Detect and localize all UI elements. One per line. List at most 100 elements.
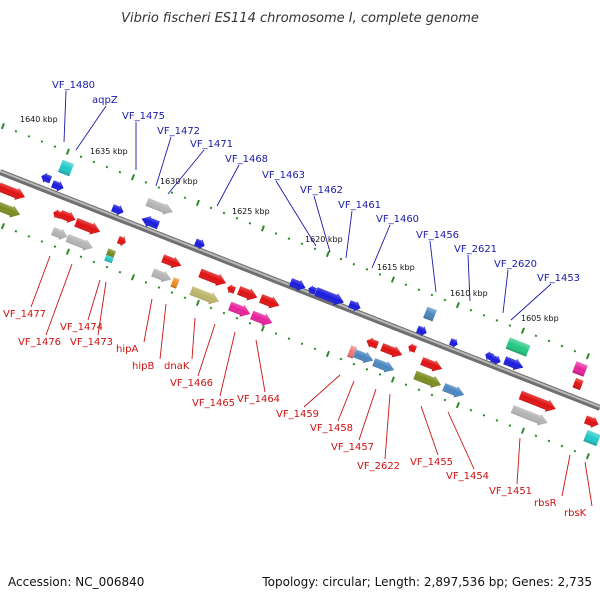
tick-mark xyxy=(469,408,473,412)
gene-arrow xyxy=(104,254,114,264)
gene-arrow xyxy=(583,429,600,447)
tick-mark xyxy=(390,376,395,383)
gene-label: VF_1462 xyxy=(300,185,343,196)
tick-mark xyxy=(404,283,408,286)
gene-label: VF_1464 xyxy=(237,394,280,405)
tick-mark xyxy=(482,414,486,417)
tick-mark xyxy=(430,393,434,397)
gene-arrow xyxy=(413,370,442,388)
leader-line xyxy=(45,263,73,336)
kbp-label: 1605 kbp xyxy=(521,314,559,323)
leader-line xyxy=(155,136,172,187)
gene-label: VF_1460 xyxy=(376,214,419,225)
leader-line xyxy=(30,255,51,308)
gene-label: VF_2622 xyxy=(357,461,400,472)
gene-label: aqpZ xyxy=(92,95,118,106)
gene-arrow xyxy=(0,182,26,200)
tick-mark xyxy=(209,206,213,210)
leader-line xyxy=(275,180,317,247)
gene-label: VF_1458 xyxy=(310,423,353,434)
kbp-label: 1625 kbp xyxy=(232,207,270,216)
tick-mark xyxy=(404,383,408,386)
gene-arrow xyxy=(259,294,280,309)
tick-mark xyxy=(92,160,96,164)
tick-mark xyxy=(443,298,447,302)
tick-mark xyxy=(352,362,356,366)
tick-mark xyxy=(14,129,18,133)
gene-arrow xyxy=(65,233,94,251)
leader-line xyxy=(255,339,266,393)
gene-arrow xyxy=(415,325,427,337)
tick-mark xyxy=(547,439,551,443)
tick-mark xyxy=(287,337,291,340)
tick-mark xyxy=(520,327,525,334)
tick-mark xyxy=(455,401,460,409)
tick-mark xyxy=(274,232,278,235)
gene-arrow xyxy=(572,361,588,377)
leader-line xyxy=(167,149,205,195)
accession-text: Accession: NC_006840 xyxy=(8,575,144,589)
tick-mark xyxy=(65,148,70,155)
tick-mark xyxy=(157,186,161,189)
kbp-label: 1635 kbp xyxy=(90,147,128,156)
tick-mark xyxy=(378,373,382,376)
leader-line xyxy=(510,283,552,321)
kbp-scale: 1640 kbp 1635 kbp 1630 kbp 1625 kbp 1620 kbp… xyxy=(20,115,559,323)
gene-arrow xyxy=(145,197,174,215)
tick-mark xyxy=(573,349,577,353)
tick-mark xyxy=(300,242,304,246)
gene-label: VF_1466 xyxy=(170,378,213,389)
leader-line xyxy=(63,90,67,143)
tick-mark xyxy=(365,268,369,271)
leader-line xyxy=(467,254,471,302)
tick-mark xyxy=(547,339,551,343)
gene-arrow xyxy=(161,254,182,268)
gene-arrow xyxy=(348,300,361,312)
tick-mark xyxy=(53,145,57,148)
tick-mark xyxy=(260,325,265,332)
tick-mark xyxy=(585,453,590,460)
leader-line xyxy=(197,323,216,377)
gene-label: VF_1471 xyxy=(190,139,233,150)
gene-arrow xyxy=(572,377,584,391)
leader-line xyxy=(371,224,391,269)
tick-mark xyxy=(183,296,187,300)
gene-arrow xyxy=(505,337,531,357)
gene-arrow xyxy=(228,301,251,317)
gene-arrow xyxy=(227,284,237,294)
leader-line xyxy=(216,164,240,207)
gene-arrow xyxy=(372,358,395,373)
tick-mark xyxy=(0,122,5,130)
gene-label: VF_1468 xyxy=(225,154,268,165)
tick-mark xyxy=(443,398,447,402)
gene-arrow xyxy=(51,180,64,192)
tick-mark xyxy=(40,140,44,143)
tick-mark xyxy=(274,332,278,335)
gene-label: VF_2620 xyxy=(494,259,537,270)
leader-line xyxy=(420,405,439,456)
tick-mark xyxy=(520,427,525,434)
tick-mark xyxy=(378,273,382,276)
kbp-label: 1610 kbp xyxy=(450,289,488,298)
gene-arrow xyxy=(59,210,76,223)
tick-mark xyxy=(157,286,161,289)
tick-mark xyxy=(130,274,135,281)
gene-arrow xyxy=(448,338,458,348)
gene-arrow xyxy=(423,306,437,322)
tick-mark xyxy=(130,174,135,181)
leader-line xyxy=(516,437,521,485)
gene-label: VF_1451 xyxy=(489,486,532,497)
leader-line xyxy=(191,317,196,360)
tick-mark xyxy=(195,299,200,307)
tick-mark xyxy=(585,353,590,360)
gene-arrow xyxy=(170,277,180,289)
leader-line xyxy=(561,454,571,497)
gene-arrow xyxy=(420,357,443,372)
tick-mark xyxy=(0,222,5,230)
tick-mark xyxy=(195,199,200,207)
gene-arrow xyxy=(74,218,101,235)
gene-label: VF_2621 xyxy=(454,244,497,255)
gene-arrow xyxy=(366,337,379,349)
tick-mark xyxy=(417,288,421,292)
